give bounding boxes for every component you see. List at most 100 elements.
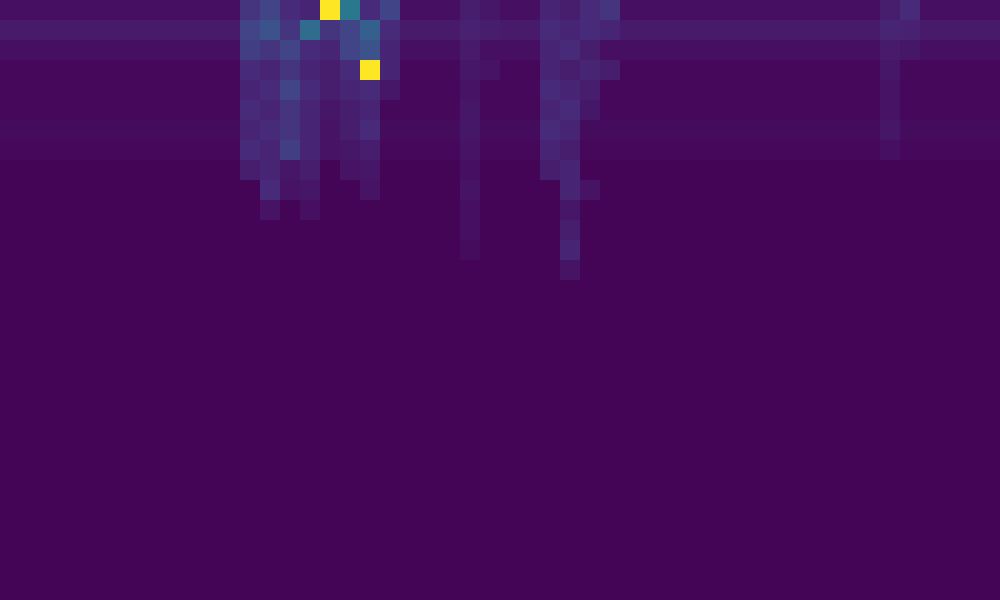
- heatmap-cell: [740, 260, 761, 281]
- heatmap-cell: [240, 0, 261, 21]
- heatmap-cell: [540, 260, 561, 281]
- heatmap-cell: [980, 40, 1000, 61]
- heatmap-cell: [720, 100, 741, 121]
- heatmap-cell: [320, 220, 341, 241]
- heatmap-cell: [720, 260, 741, 281]
- heatmap-cell: [980, 440, 1000, 461]
- heatmap-cell: [420, 540, 441, 561]
- heatmap-cell: [600, 40, 621, 61]
- heatmap-cell: [220, 80, 241, 101]
- heatmap-cell: [740, 540, 761, 561]
- heatmap-cell: [780, 20, 801, 41]
- heatmap-cell: [180, 160, 201, 181]
- heatmap-cell: [240, 100, 261, 121]
- heatmap-cell: [120, 0, 141, 21]
- heatmap-cell: [100, 440, 121, 461]
- heatmap-cell: [200, 520, 221, 541]
- heatmap-cell: [200, 320, 221, 341]
- heatmap-cell: [220, 560, 241, 581]
- heatmap-cell: [480, 260, 501, 281]
- heatmap-cell: [300, 140, 321, 161]
- heatmap-cell: [60, 20, 81, 41]
- heatmap-cell: [720, 240, 741, 261]
- heatmap-cell: [220, 320, 241, 341]
- heatmap-cell: [540, 60, 561, 81]
- heatmap-cell: [940, 500, 961, 521]
- heatmap-cell: [600, 500, 621, 521]
- heatmap-cell: [780, 520, 801, 541]
- heatmap-cell: [320, 140, 341, 161]
- heatmap-cell: [940, 280, 961, 301]
- heatmap-cell: [920, 20, 941, 41]
- heatmap-cell: [640, 260, 661, 281]
- heatmap-cell: [160, 120, 181, 141]
- heatmap-cell: [40, 500, 61, 521]
- heatmap-cell: [440, 280, 461, 301]
- heatmap-cell: [80, 20, 101, 41]
- heatmap-cell: [460, 80, 481, 101]
- heatmap-cell: [440, 180, 461, 201]
- heatmap-cell: [620, 400, 641, 421]
- heatmap-cell: [580, 420, 601, 441]
- heatmap-cell: [500, 80, 521, 101]
- heatmap-cell: [840, 360, 861, 381]
- heatmap-cell: [620, 580, 641, 600]
- heatmap-cell: [820, 260, 841, 281]
- heatmap-cell: [140, 260, 161, 281]
- heatmap-cell: [340, 180, 361, 201]
- heatmap-cell: [960, 500, 981, 521]
- heatmap-cell: [660, 160, 681, 181]
- heatmap-cell: [80, 460, 101, 481]
- heatmap-cell: [580, 500, 601, 521]
- heatmap-cell: [400, 480, 421, 501]
- heatmap-cell: [620, 60, 641, 81]
- heatmap-cell: [340, 120, 361, 141]
- heatmap-cell: [200, 340, 221, 361]
- heatmap-cell: [220, 0, 241, 21]
- heatmap-cell: [200, 580, 221, 600]
- heatmap-cell: [980, 400, 1000, 421]
- heatmap-cell: [960, 120, 981, 141]
- heatmap-cell: [940, 380, 961, 401]
- heatmap-cell: [240, 500, 261, 521]
- heatmap-cell: [760, 460, 781, 481]
- heatmap-cell: [120, 420, 141, 441]
- heatmap-cell: [600, 520, 621, 541]
- heatmap-cell: [120, 160, 141, 181]
- heatmap-cell: [460, 280, 481, 301]
- heatmap-cell: [200, 560, 221, 581]
- heatmap-cell: [460, 140, 481, 161]
- heatmap-cell: [440, 100, 461, 121]
- heatmap-cell: [720, 140, 741, 161]
- heatmap-cell: [100, 540, 121, 561]
- heatmap-cell: [960, 140, 981, 161]
- heatmap-cell: [660, 300, 681, 321]
- heatmap-cell: [520, 260, 541, 281]
- heatmap-cell: [40, 580, 61, 600]
- heatmap-cell: [160, 200, 181, 221]
- heatmap-cell: [160, 300, 181, 321]
- heatmap-cell: [220, 300, 241, 321]
- heatmap-cell: [440, 40, 461, 61]
- heatmap-cell: [980, 380, 1000, 401]
- heatmap-cell: [820, 160, 841, 181]
- heatmap-cell: [900, 560, 921, 581]
- heatmap-cell: [0, 480, 21, 501]
- heatmap-cell: [280, 520, 301, 541]
- heatmap-cell: [760, 40, 781, 61]
- heatmap-cell: [940, 480, 961, 501]
- heatmap-cell: [540, 140, 561, 161]
- heatmap-cell: [820, 180, 841, 201]
- heatmap-cell: [700, 0, 721, 21]
- heatmap-cell: [480, 460, 501, 481]
- heatmap-cell: [180, 340, 201, 361]
- heatmap-cell: [920, 220, 941, 241]
- heatmap-cell: [80, 440, 101, 461]
- heatmap-cell: [860, 220, 881, 241]
- heatmap-cell: [620, 80, 641, 101]
- heatmap-cell: [700, 60, 721, 81]
- heatmap-cell: [600, 20, 621, 41]
- heatmap-cell: [380, 580, 401, 600]
- heatmap-cell: [260, 20, 281, 41]
- heatmap-cell: [900, 480, 921, 501]
